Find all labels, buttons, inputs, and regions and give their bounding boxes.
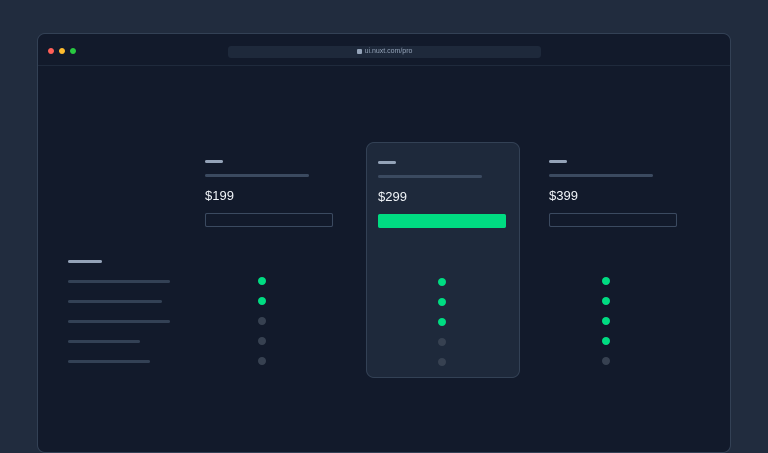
feature-included-icon xyxy=(438,318,446,326)
select-plan-button[interactable] xyxy=(549,213,677,227)
browser-toolbar: ui.nuxt.com/pro xyxy=(38,34,730,66)
address-bar[interactable]: ui.nuxt.com/pro xyxy=(228,46,541,58)
plan-description-placeholder xyxy=(549,174,653,177)
plan-name-placeholder xyxy=(378,161,396,164)
feature-included-icon xyxy=(438,298,446,306)
minimize-window-button[interactable] xyxy=(59,48,65,54)
feature-excluded-icon xyxy=(438,338,446,346)
maximize-window-button[interactable] xyxy=(70,48,76,54)
lock-icon xyxy=(356,48,362,54)
url-text: ui.nuxt.com/pro xyxy=(364,48,413,55)
feature-excluded-icon xyxy=(602,357,610,365)
feature-included-icon xyxy=(258,277,266,285)
close-window-button[interactable] xyxy=(48,48,54,54)
feature-label-placeholder xyxy=(68,340,140,343)
pricing-plan-card: $399 xyxy=(538,142,692,378)
select-plan-button[interactable] xyxy=(378,214,506,228)
feature-included-icon xyxy=(602,317,610,325)
plan-name-placeholder xyxy=(549,160,567,163)
feature-label-placeholder xyxy=(68,360,150,363)
browser-window: ui.nuxt.com/pro $199 $299 $399 xyxy=(37,33,731,453)
features-heading-placeholder xyxy=(68,260,102,263)
plan-description-placeholder xyxy=(378,175,482,178)
feature-excluded-icon xyxy=(258,357,266,365)
plan-price: $299 xyxy=(378,189,407,204)
feature-included-icon xyxy=(602,277,610,285)
plan-description-placeholder xyxy=(205,174,309,177)
feature-included-icon xyxy=(438,278,446,286)
feature-label-placeholder xyxy=(68,300,162,303)
feature-included-icon xyxy=(602,337,610,345)
plan-price: $399 xyxy=(549,188,578,203)
select-plan-button[interactable] xyxy=(205,213,333,227)
feature-label-placeholder xyxy=(68,280,170,283)
feature-included-icon xyxy=(602,297,610,305)
feature-label-placeholder xyxy=(68,320,170,323)
feature-included-icon xyxy=(258,297,266,305)
pricing-plan-card: $199 xyxy=(194,142,348,378)
feature-excluded-icon xyxy=(438,358,446,366)
plan-price: $199 xyxy=(205,188,234,203)
plan-name-placeholder xyxy=(205,160,223,163)
pricing-plan-card: $299 xyxy=(366,142,520,378)
feature-excluded-icon xyxy=(258,317,266,325)
feature-excluded-icon xyxy=(258,337,266,345)
